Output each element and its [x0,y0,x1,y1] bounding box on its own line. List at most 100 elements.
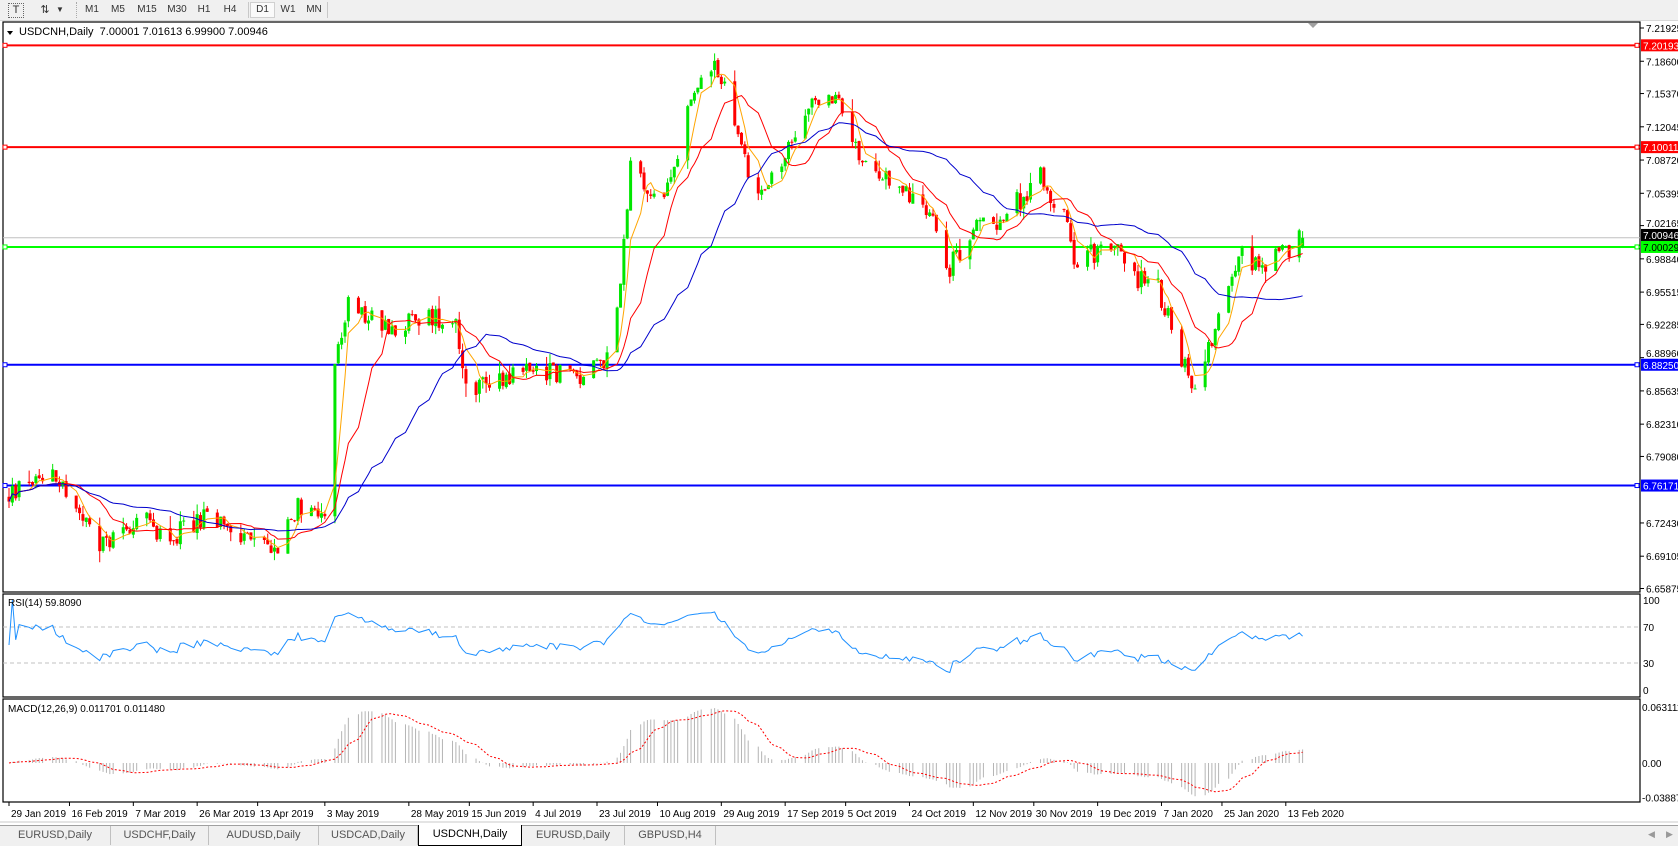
candle-bear [716,60,720,78]
rsi-pane-frame [2,593,1641,698]
price-tick-label: 7.15370 [1646,90,1678,101]
candle-bear [602,360,606,369]
candle-bear [1264,264,1268,272]
candle-bear [944,230,948,269]
candle-bull [451,323,455,325]
candle-bull [1039,167,1043,184]
candle-bear [239,533,243,543]
dropdown-arrow-icon[interactable]: ▼ [56,5,64,14]
candle-bear [37,475,41,479]
candle-bear [222,516,226,525]
candle-bull [319,513,323,518]
line-handle-left [2,362,8,368]
candle-bear [205,508,209,512]
candle-bear [662,192,666,198]
line-price-badge [1641,358,1678,371]
candle-bull [558,364,562,383]
candle-bull [1301,237,1305,248]
candle-bear [464,369,468,384]
candle-bear [457,319,461,349]
candle-bull [407,313,411,331]
ma-slow-line [8,122,1303,532]
candle-bear [299,499,303,516]
candle-bear [555,365,559,383]
macd-tick-label: 0.00 [1642,759,1662,770]
candle-bear [262,536,266,540]
candle-bear [528,362,532,372]
candle-bear [1119,244,1123,252]
timeframe-m30-button[interactable]: M30 [167,4,187,15]
chart-tab[interactable]: USDCNH,Daily [418,825,522,846]
date-tick-label: 13 Feb 2020 [1288,809,1345,820]
arrows-tool-icon[interactable]: ⇅ [40,4,50,16]
candle-bull [955,249,959,253]
candle-bull [131,528,135,535]
date-tick-label: 7 Mar 2019 [135,809,186,820]
candle-bull [760,189,764,195]
scroll-right-icon[interactable]: ▶ [1666,829,1673,839]
pane-frames [0,21,1678,823]
date-tick-label: 25 Jan 2020 [1224,809,1279,820]
candle-bull [427,309,431,326]
candle-bull [1254,257,1258,270]
chart-tab[interactable]: EURUSD,Daily [0,826,111,845]
price-tick-label: 6.88960 [1646,349,1678,360]
candle-bear [225,523,229,527]
candle-bull [975,219,979,231]
timeframe-mn-button[interactable]: MN [306,4,322,15]
candle-bull [666,182,670,196]
timeframe-m15-button[interactable]: M15 [137,4,157,15]
timeframe-m1-button[interactable]: M1 [85,4,99,15]
timeframe-m5-button[interactable]: M5 [111,4,125,15]
candle-bull [968,240,972,260]
macd-tick-label: 0.063111 [1642,703,1678,714]
candle-bull [202,509,206,529]
candle-bull [1284,246,1288,248]
candle-bear [1072,239,1076,265]
candle-bull [340,337,344,345]
timeframe-d1-button[interactable]: D1 [250,2,275,18]
macd-label: MACD(12,26,9) 0.011701 0.011480 [8,704,165,715]
rsi-tick-label: 100 [1643,596,1660,607]
collapse-triangle-icon[interactable] [7,31,13,35]
date-tick-label: 28 May 2019 [411,809,469,820]
candle-bear [649,194,653,196]
scroll-left-icon[interactable]: ◀ [1648,829,1655,839]
rsi-label: RSI(14) 59.8090 [8,598,82,609]
text-tool-icon[interactable]: T [8,3,24,18]
candle-bear [575,370,579,377]
date-tick-label: 12 Nov 2019 [975,809,1032,820]
chart-tab[interactable]: EURUSD,Daily [522,826,625,845]
chart-tab[interactable]: GBPUSD,H4 [625,826,716,845]
candle-bull [783,158,787,167]
candle-bull [111,532,115,548]
candle-bear [991,217,995,224]
candle-bear [229,525,233,533]
timeframe-h4-button[interactable]: H4 [223,4,237,15]
candle-bull [296,498,300,521]
candle-bull [1240,247,1244,256]
price-tick-label: 6.92285 [1646,320,1678,331]
date-tick-label: 30 Nov 2019 [1036,809,1093,820]
chart-tab[interactable]: USDCAD,Daily [319,826,418,845]
timeframe-h1-button[interactable]: H1 [197,4,211,15]
candle-bull [1227,286,1231,313]
timeframe-w1-button[interactable]: W1 [280,4,296,15]
candle-bear [746,155,750,178]
chart-shift-marker[interactable] [1308,23,1318,28]
candle-bull [121,527,125,534]
chart-tab[interactable]: AUDUSD,Daily [209,826,319,845]
candle-bear [578,375,582,384]
date-tick-label: 29 Jan 2019 [11,809,66,820]
rsi-tick-label: 70 [1643,623,1655,634]
candle-bear [27,481,31,484]
candle-bear [1075,264,1079,268]
candle-bear [104,536,108,538]
chart-tab[interactable]: USDCHF,Daily [111,826,209,845]
macd-pane [8,708,1304,797]
candle-bull [286,519,290,554]
line-price-label: 7.00029 [1643,243,1678,254]
candle-bull [1112,245,1116,249]
candle-bull [1280,245,1284,250]
